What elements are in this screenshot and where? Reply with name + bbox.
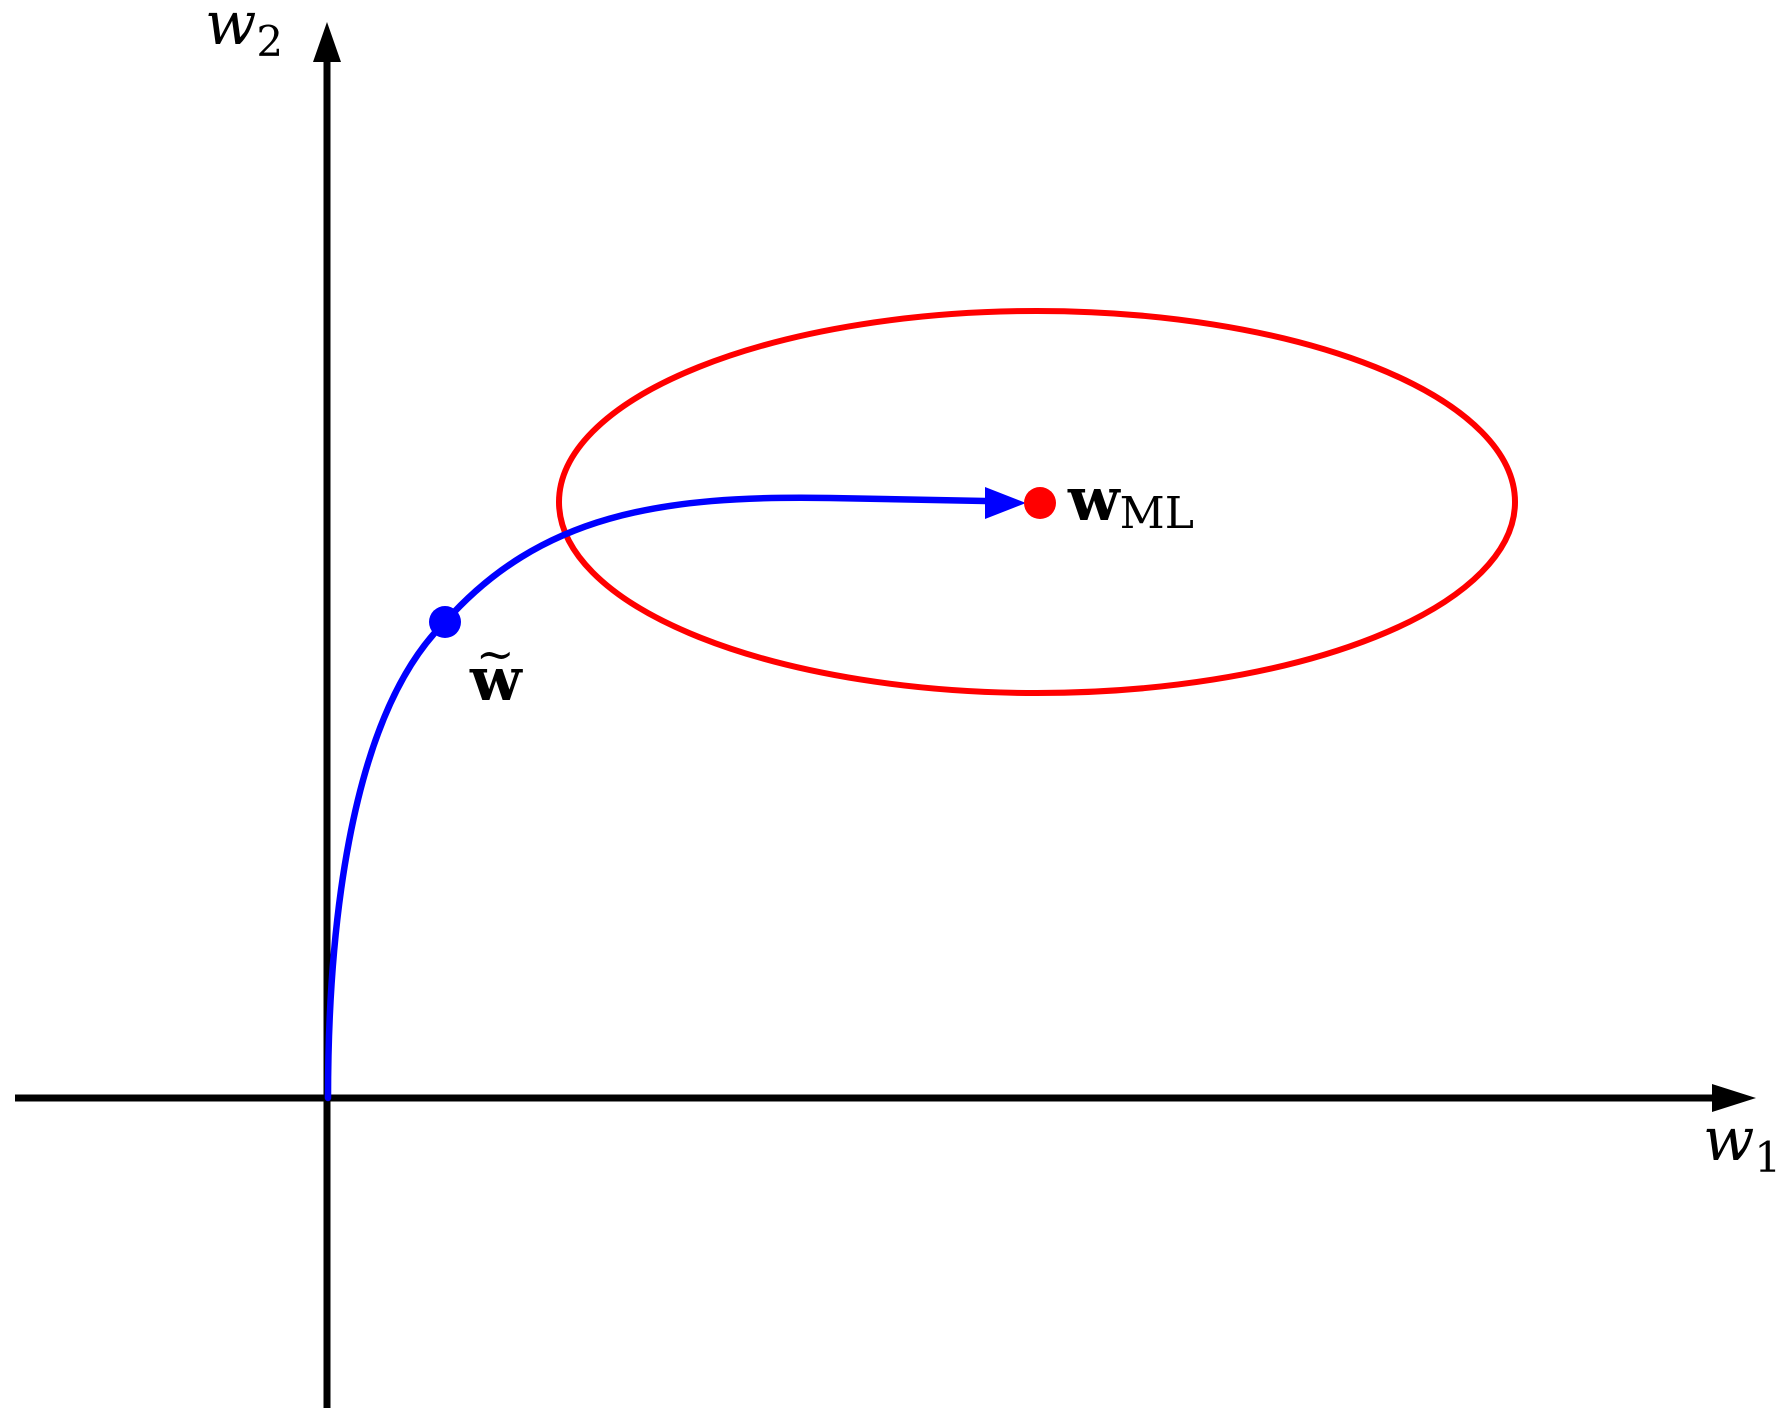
w-ml-point [1024,487,1056,519]
w-tilde-point [429,606,461,638]
w2-axis-arrowhead [313,22,341,62]
w2-axis [313,22,341,1408]
w-ml-label: wML [1067,465,1194,539]
w-tilde-accent: ~ [476,627,515,681]
regularization-path-curve [324,494,989,1102]
error-contour-ellipse [556,308,1518,696]
w1-axis [15,1084,1756,1112]
w1-axis-label: w1 [1703,1105,1781,1182]
w1-axis-arrowhead [1712,1084,1756,1112]
w2-axis-label: w2 [205,0,283,66]
regularization-path-arrowhead [985,487,1026,519]
w-tilde-label: ~ w [469,627,523,715]
w-tilde-base: w [469,645,523,715]
